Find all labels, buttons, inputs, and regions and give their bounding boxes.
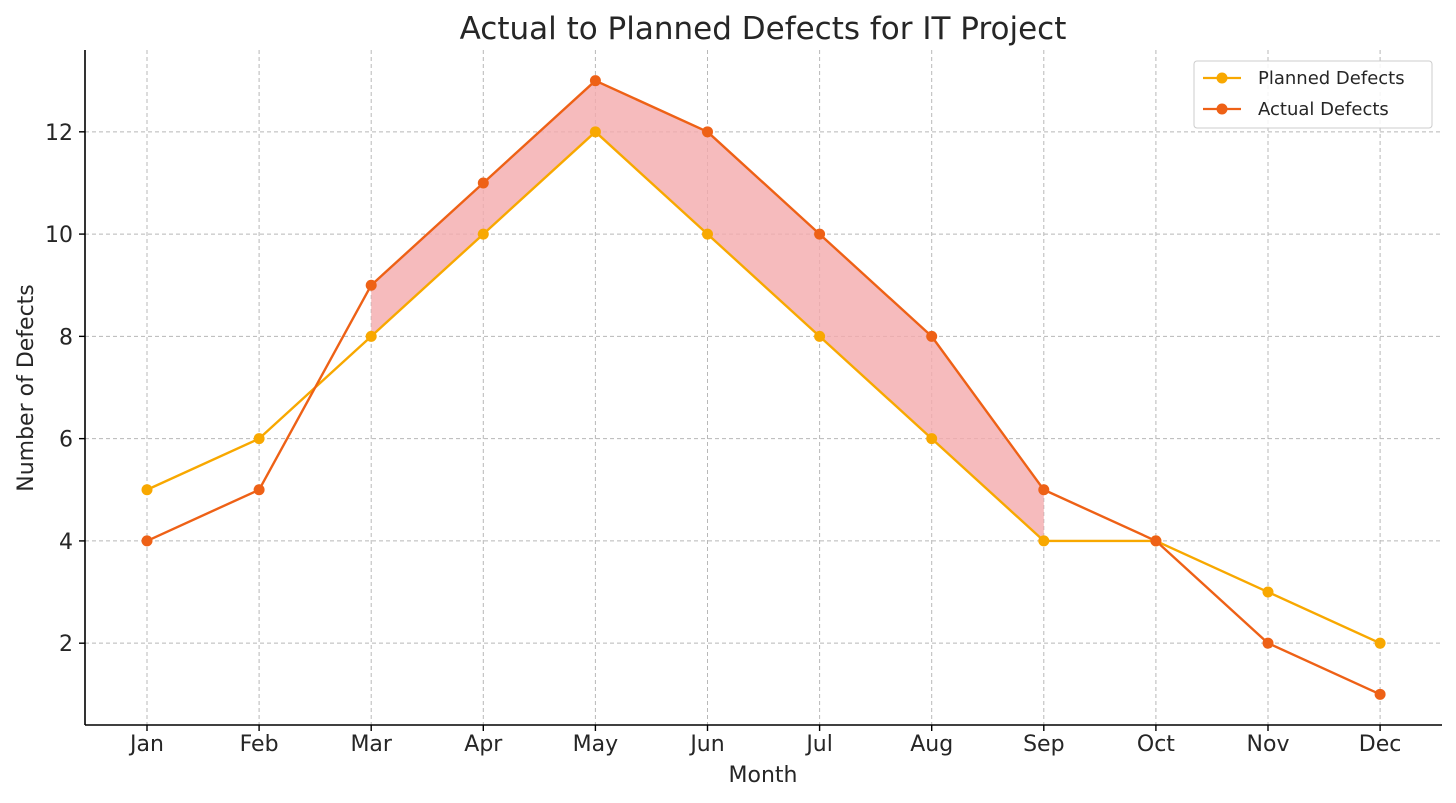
planned-defects-point: [926, 433, 938, 445]
actual-defects-point: [141, 535, 153, 547]
x-tick-label: Apr: [464, 732, 503, 757]
legend-marker-actual: [1216, 103, 1228, 115]
actual-defects-point: [1038, 484, 1050, 496]
actual-defects-point: [1150, 535, 1162, 547]
legend: Planned Defects Actual Defects: [1193, 60, 1433, 129]
x-tick-label: Oct: [1137, 732, 1175, 757]
legend-box: [1193, 60, 1433, 129]
y-tick-label: 8: [59, 325, 73, 350]
planned-defects-point: [1374, 637, 1386, 649]
chart-title: Actual to Planned Defects for IT Project: [460, 11, 1067, 47]
planned-defects-point: [1038, 535, 1050, 547]
x-tick-label: Feb: [240, 732, 279, 757]
series: [141, 75, 1386, 700]
x-tick-label: Jun: [688, 732, 724, 757]
planned-defects-point: [141, 484, 153, 496]
actual-defects-point: [365, 279, 377, 291]
axes: [84, 50, 1442, 726]
planned-defects-line: [146, 130, 1381, 645]
legend-marker-planned: [1216, 72, 1228, 84]
x-tick-label: Sep: [1023, 732, 1064, 757]
y-axis-label: Number of Defects: [14, 284, 39, 492]
planned-defects-point: [477, 228, 489, 240]
planned-defects-point: [365, 330, 377, 342]
ticks: Jan Feb Mar Apr May Jun Jul Aug Sep Oct Nov Dec 2 4 6 8…: [45, 121, 1401, 757]
legend-label-actual: Actual Defects: [1258, 99, 1389, 120]
y-tick-label: 6: [59, 428, 73, 453]
x-tick-label: Jul: [804, 732, 833, 757]
actual-defects-point: [814, 228, 826, 240]
planned-defects-point: [702, 228, 713, 240]
x-axis-label: Month: [729, 763, 798, 788]
x-tick-label: Mar: [350, 732, 392, 757]
actual-defects-point: [1374, 688, 1386, 700]
difference-area: [371, 80, 1044, 541]
actual-defects-point: [1262, 637, 1274, 649]
y-tick-label: 10: [45, 223, 73, 248]
fill-between-area: [371, 80, 1044, 541]
y-tick-label: 12: [45, 121, 73, 146]
planned-defects-point: [814, 330, 826, 342]
planned-defects-point: [1262, 586, 1274, 598]
actual-defects-point: [253, 484, 265, 496]
x-tick-label: Jan: [128, 732, 164, 757]
actual-defects-line: [146, 79, 1381, 696]
y-tick-label: 4: [59, 530, 73, 555]
y-tick-label: 2: [59, 632, 73, 657]
x-tick-label: Dec: [1359, 732, 1402, 757]
x-tick-label: Nov: [1247, 732, 1290, 757]
grid: [85, 50, 1442, 725]
planned-defects-point: [589, 126, 601, 138]
actual-defects-point: [702, 126, 713, 138]
x-tick-label: May: [573, 732, 618, 757]
x-tick-label: Aug: [910, 732, 953, 757]
actual-defects-point: [477, 177, 489, 189]
planned-defects-point: [253, 433, 265, 445]
actual-defects-point: [589, 75, 601, 87]
actual-defects-point: [926, 330, 938, 342]
legend-label-planned: Planned Defects: [1258, 68, 1405, 89]
